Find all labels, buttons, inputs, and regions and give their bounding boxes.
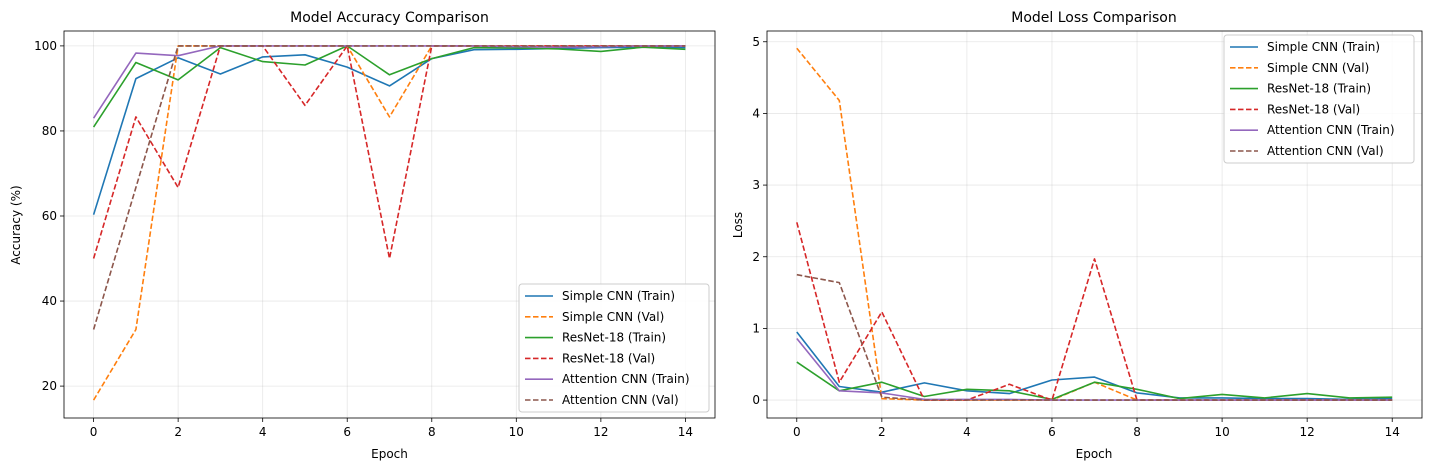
series-line <box>92 46 686 215</box>
accuracy-chart: Model Accuracy Comparison Epoch Accuracy… <box>9 10 716 461</box>
y-axis-label: Loss <box>731 212 745 238</box>
legend-label: ResNet-18 (Val) <box>1267 102 1360 116</box>
y-tick-label: 40 <box>42 294 57 308</box>
legend-frame <box>1223 34 1415 164</box>
legend-label: Attention CNN (Val) <box>562 393 679 407</box>
y-tick-label: 2 <box>752 250 760 264</box>
legend-label: Attention CNN (Train) <box>562 372 690 386</box>
x-tick-label: 2 <box>878 425 886 439</box>
legend: Simple CNN (Train) Simple CNN (Val) ResNet… <box>1223 34 1415 164</box>
legend-label: ResNet-18 (Train) <box>1267 82 1371 96</box>
legend-label: ResNet-18 (Train) <box>562 331 666 345</box>
y-tick-label: 20 <box>42 379 57 393</box>
x-tick-label: 0 <box>793 425 801 439</box>
legend-label: Simple CNN (Val) <box>562 310 664 324</box>
series-line <box>796 361 1393 401</box>
y-tick-label: 3 <box>752 178 760 192</box>
x-tick-label: 4 <box>963 425 971 439</box>
legend-label: Attention CNN (Val) <box>1267 144 1384 158</box>
series-line <box>92 45 686 128</box>
legend-frame <box>518 283 710 413</box>
y-tick-label: 80 <box>42 124 57 138</box>
series-line <box>92 45 686 260</box>
x-tick-label: 2 <box>174 425 182 439</box>
x-tick-label: 0 <box>90 425 98 439</box>
x-tick-label: 12 <box>593 425 608 439</box>
y-tick-label: 100 <box>34 39 57 53</box>
series-line <box>796 222 1393 401</box>
loss-chart: Model Loss Comparison Epoch Loss 0 2 4 6 8 10… <box>731 10 1423 461</box>
series-line <box>92 45 686 119</box>
y-tick-label: 60 <box>42 209 57 223</box>
plot-frame <box>766 30 1423 419</box>
y-tick-label: 5 <box>752 35 760 49</box>
legend: Simple CNN (Train) Simple CNN (Val) ResNet… <box>518 283 710 413</box>
series-line <box>796 273 1393 401</box>
y-tick-label: 0 <box>752 393 760 407</box>
series-line <box>92 45 686 330</box>
legend-label: Simple CNN (Train) <box>562 289 675 303</box>
x-tick-label: 12 <box>1300 425 1315 439</box>
x-tick-label: 4 <box>259 425 267 439</box>
plot-frame <box>63 30 716 419</box>
x-tick-label: 8 <box>1133 425 1141 439</box>
y-tick-label: 4 <box>752 106 760 120</box>
series-line <box>796 331 1393 401</box>
y-axis-label: Accuracy (%) <box>9 185 23 264</box>
chart-title: Model Loss Comparison <box>1011 10 1176 26</box>
y-tick-label: 1 <box>752 321 760 335</box>
legend-label: ResNet-18 (Val) <box>562 351 655 365</box>
x-tick-label: 10 <box>509 425 524 439</box>
legend-label: Attention CNN (Train) <box>1267 123 1395 137</box>
x-axis-label: Epoch <box>1076 447 1113 461</box>
x-tick-label: 6 <box>343 425 351 439</box>
x-tick-label: 10 <box>1214 425 1229 439</box>
x-axis-label: Epoch <box>371 447 408 461</box>
legend-label: Simple CNN (Val) <box>1267 61 1369 75</box>
x-tick-label: 8 <box>428 425 436 439</box>
chart-title: Model Accuracy Comparison <box>290 10 489 26</box>
legend-label: Simple CNN (Train) <box>1267 40 1380 54</box>
x-tick-label: 14 <box>1385 425 1400 439</box>
x-tick-label: 6 <box>1048 425 1056 439</box>
x-tick-label: 14 <box>678 425 693 439</box>
